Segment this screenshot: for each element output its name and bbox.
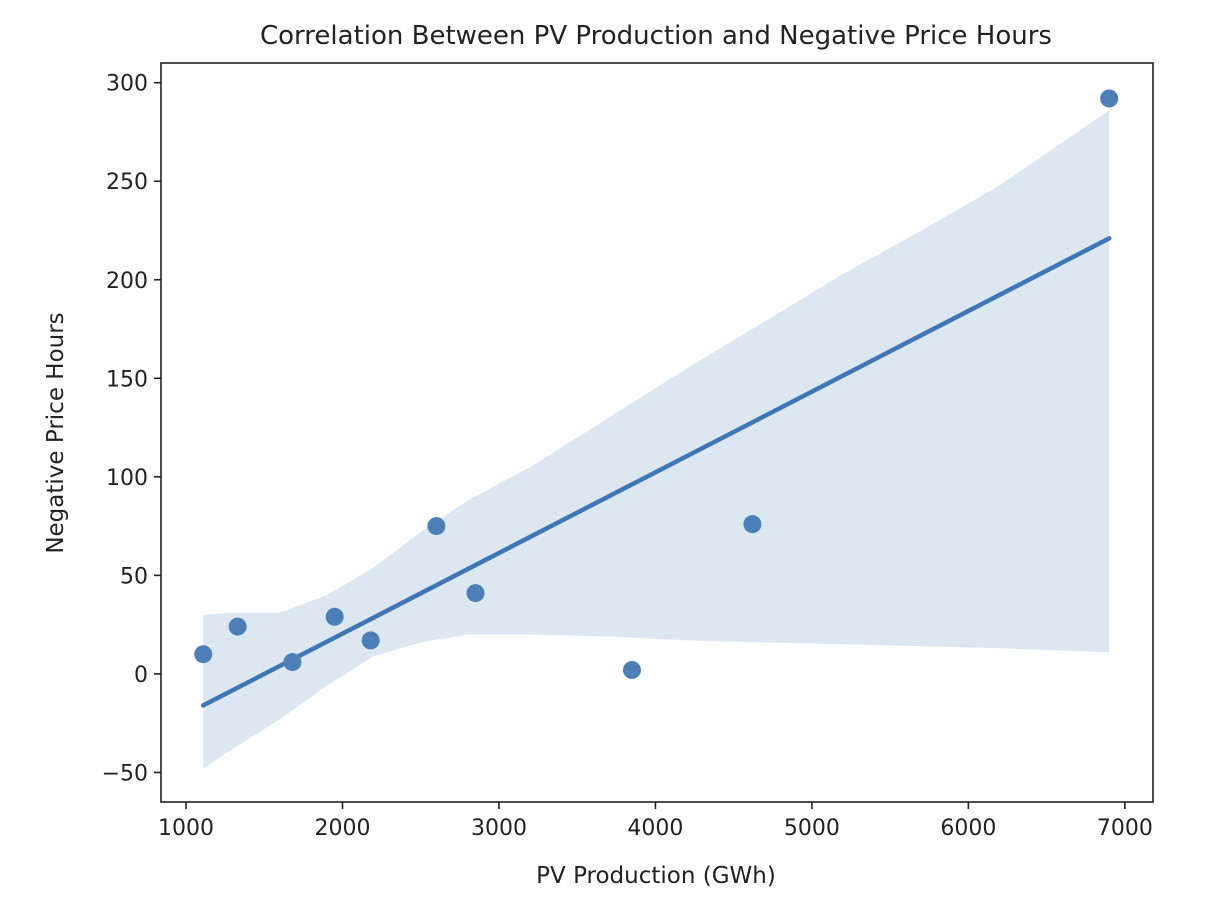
data-point: [1100, 89, 1119, 108]
y-tick-label: 300: [106, 72, 148, 97]
data-point: [194, 645, 213, 664]
x-tick-label: 3000: [471, 816, 527, 841]
y-tick-label: −50: [102, 761, 148, 786]
data-point: [325, 607, 344, 626]
data-point: [283, 653, 302, 672]
y-axis-label: Negative Price Hours: [43, 312, 69, 553]
y-tick-label: 0: [134, 663, 148, 688]
y-tick-label: 50: [120, 564, 148, 589]
chart-title: Correlation Between PV Production and Ne…: [260, 21, 1052, 51]
y-tick-label: 100: [106, 466, 148, 491]
data-point: [743, 515, 762, 534]
y-axis: −50 0 50 100 150 200 250 300: [102, 72, 161, 786]
data-point: [466, 584, 485, 603]
y-tick-label: 200: [106, 269, 148, 294]
x-axis-label: PV Production (GWh): [536, 863, 776, 889]
x-tick-label: 1000: [158, 816, 214, 841]
x-tick-label: 6000: [940, 816, 996, 841]
x-tick-label: 5000: [784, 816, 840, 841]
y-tick-label: 250: [106, 170, 148, 195]
plot-area: [160, 62, 1154, 803]
y-tick-label: 150: [106, 367, 148, 392]
axes-frame: [160, 62, 1154, 803]
data-point: [228, 617, 247, 636]
data-point: [622, 660, 641, 679]
data-point: [361, 631, 380, 650]
data-point: [427, 517, 446, 536]
x-tick-label: 7000: [1097, 816, 1153, 841]
x-tick-label: 2000: [315, 816, 371, 841]
regression-line: [200, 236, 1112, 708]
x-tick-label: 4000: [627, 816, 683, 841]
confidence-band: [203, 110, 1110, 769]
x-axis: 1000 2000 3000 4000 5000 6000 7000: [158, 802, 1153, 841]
data-points: [194, 89, 1119, 679]
